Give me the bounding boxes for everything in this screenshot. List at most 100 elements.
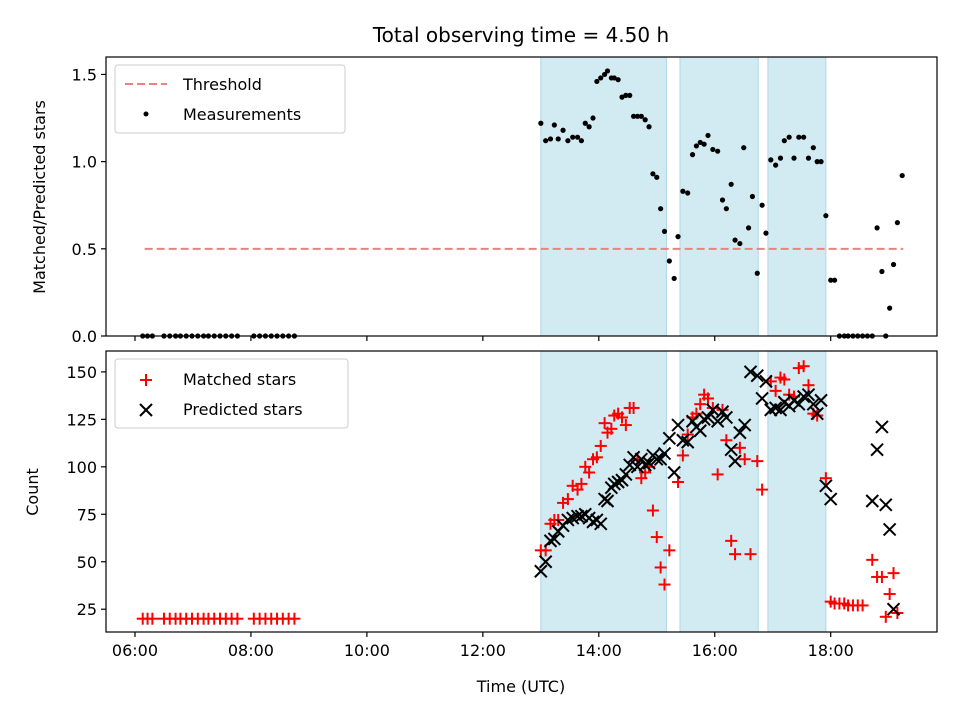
measurement-point: [602, 71, 608, 78]
matched-point: [627, 401, 640, 414]
measurement-point: [828, 277, 834, 283]
predicted-point: [607, 477, 621, 491]
top-shaded-interval: [679, 56, 759, 337]
top-x-ticks: [134, 336, 832, 341]
measurement-point: [737, 240, 743, 247]
measurement-point: [879, 268, 885, 275]
bottom-shaded-interval: [540, 350, 667, 633]
top-shaded-interval: [540, 56, 667, 337]
predicted-point: [824, 492, 838, 506]
legend-measurements-swatch: [143, 111, 149, 117]
measurement-point: [768, 157, 774, 163]
bottom-y-tick-label: 75: [77, 505, 97, 524]
measurement-point: [654, 174, 660, 180]
predicted-point: [534, 564, 548, 578]
measurement-point: [831, 277, 838, 283]
bottom-legend-frame: [114, 358, 349, 429]
predicted-point: [750, 368, 764, 383]
matched-point: [598, 417, 611, 430]
matched-point: [729, 548, 742, 561]
predicted-point: [733, 425, 747, 440]
measurement-point: [578, 138, 585, 144]
matched-point: [594, 439, 607, 452]
top-y-axis-label: Matched/Predicted stars: [30, 100, 49, 294]
measurement-point: [894, 220, 900, 226]
predicted-point: [538, 555, 553, 569]
measurement-point: [634, 113, 641, 119]
x-tick-label: 18:00: [808, 641, 854, 660]
measurement-point: [666, 258, 672, 264]
bottom-y-ticks: 25 50 75 100 125 150: [66, 363, 106, 619]
matched-point: [751, 455, 764, 468]
measurement-point: [582, 120, 588, 126]
predicted-point: [814, 393, 828, 408]
bottom-y-tick-label: 25: [77, 600, 97, 619]
matched-point: [590, 451, 603, 464]
top-y-ticks: 0.0 0.5 1.0 1.5: [72, 65, 106, 346]
measurement-point: [801, 134, 807, 140]
matched-point: [615, 411, 628, 424]
measurement-point: [823, 213, 829, 219]
predicted-point: [879, 498, 893, 512]
measurement-point: [814, 159, 820, 165]
measurement-point: [777, 155, 784, 161]
bottom-axes-frame: [105, 350, 938, 633]
measurement-point: [728, 181, 734, 187]
predicted-point: [870, 443, 884, 457]
measurement-point: [638, 113, 644, 119]
matched-point: [733, 441, 746, 454]
predicted-point: [657, 446, 672, 461]
matched-point: [856, 599, 869, 612]
chart-title: Total observing time = 4.50 h: [372, 23, 669, 47]
measurement-point: [781, 138, 787, 144]
measurement-point: [555, 136, 561, 142]
measurement-point: [805, 155, 812, 161]
matched-point: [650, 531, 663, 544]
x-tick-label: 16:00: [692, 641, 738, 660]
legend-predicted-label: Predicted stars: [183, 400, 303, 419]
predicted-point: [728, 454, 742, 468]
x-axis-label: Time (UTC): [476, 677, 565, 696]
predicted-point: [882, 522, 897, 537]
measurement-point: [671, 275, 677, 282]
predicted-point: [759, 374, 773, 389]
predicted-point: [634, 452, 649, 466]
measurement-point: [693, 143, 699, 149]
x-tick-label: 06:00: [112, 641, 158, 660]
top-shaded-intervals: [540, 56, 827, 337]
predicted-point: [875, 420, 889, 434]
matched-point: [146, 612, 159, 625]
legend-matched-label: Matched stars: [183, 370, 296, 389]
measurement-point: [594, 78, 600, 85]
measurement-point: [565, 138, 571, 144]
measurement-point: [759, 202, 765, 208]
matched-point: [646, 504, 659, 517]
legend-threshold-label: Threshold: [182, 75, 262, 94]
measurement-point: [570, 134, 576, 140]
bottom-y-tick-label: 50: [77, 553, 97, 572]
predicted-point: [743, 365, 758, 379]
matched-point: [866, 553, 879, 566]
measurement-point: [796, 134, 802, 140]
measurement-point: [538, 120, 544, 126]
measurement-point: [697, 139, 703, 146]
predicted-point: [642, 456, 656, 470]
measurement-point: [685, 190, 691, 196]
predicted-point: [574, 509, 589, 523]
predicted-point: [626, 450, 641, 465]
measurement-point: [675, 234, 681, 240]
top-y-tick-label: 0.0: [72, 327, 97, 346]
top-legend: Threshold Measurements: [114, 64, 346, 134]
legend-measurements-label: Measurements: [183, 105, 301, 124]
measurement-point: [763, 230, 769, 236]
top-axes-frame: [105, 56, 938, 337]
bottom-x-ticks: 06:00 08:00 10:00 12:00 14:00 16:00 18:00: [112, 632, 854, 660]
predicted-point: [886, 602, 901, 616]
measurement-point: [741, 145, 747, 151]
measurement-point: [818, 159, 824, 165]
measurement-point: [646, 124, 652, 130]
measurement-point: [598, 75, 604, 81]
top-y-tick-label: 1.0: [72, 153, 97, 172]
bottom-y-axis-label: Count: [23, 468, 42, 516]
matched-point: [701, 392, 714, 405]
